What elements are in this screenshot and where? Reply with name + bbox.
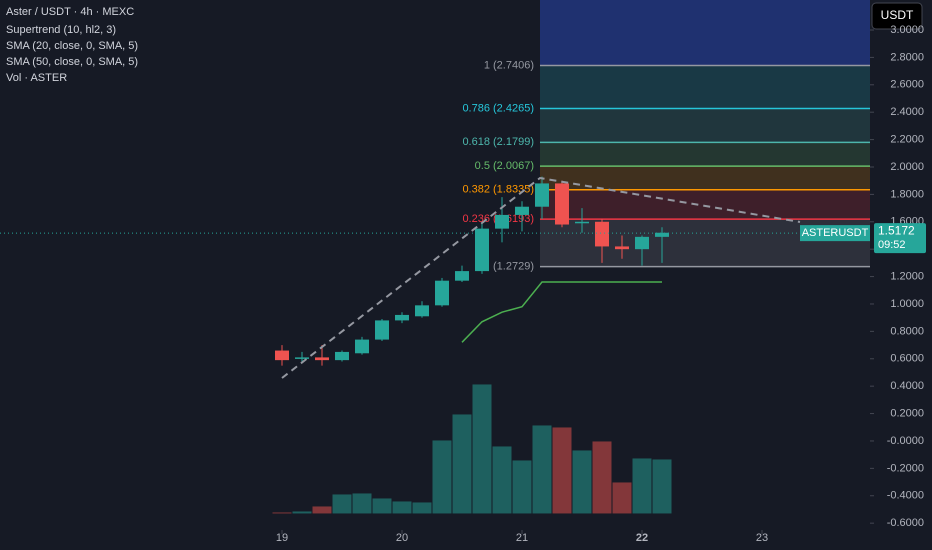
volume-bar — [592, 441, 612, 514]
candle-body — [455, 271, 469, 281]
y-tick-label: -0.0000 — [887, 435, 924, 447]
y-tick-label: 2.2000 — [890, 133, 924, 145]
x-tick-label: 22 — [636, 532, 648, 544]
x-tick-label: 20 — [396, 532, 408, 544]
symbol-label: ASTERUSDT — [802, 227, 869, 239]
candle-body — [415, 305, 430, 317]
legend-item: Vol · ASTER — [6, 72, 67, 84]
volume-bar — [512, 460, 532, 514]
y-tick-label: -0.4000 — [887, 490, 924, 502]
y-tick-label: 0.8000 — [890, 325, 924, 337]
fib-label: 0.786 (2.4265) — [462, 102, 534, 114]
candle-body — [335, 351, 349, 361]
volume-bar — [272, 512, 292, 514]
volume-bar — [532, 425, 552, 514]
countdown-label: 09:52 — [878, 239, 906, 251]
legend-title: Aster / USDT · 4h · MEXC — [6, 6, 134, 18]
y-tick-label: 0.2000 — [890, 407, 924, 419]
fib-zone — [540, 142, 870, 167]
volume-bar — [552, 427, 572, 514]
volume-bar — [492, 446, 512, 514]
candle-body — [434, 280, 449, 306]
fib-label: 1 (2.7406) — [484, 59, 534, 71]
price-tag — [874, 223, 926, 254]
fib-zone — [540, 108, 870, 143]
candle-body — [275, 350, 289, 361]
y-tick-label: 1.0000 — [890, 298, 924, 310]
candle-body — [314, 357, 329, 361]
volume-bar — [452, 414, 472, 514]
volume-bar — [632, 458, 652, 514]
fib-label: (1.2729) — [493, 260, 534, 272]
volume-bar — [412, 502, 432, 514]
candle-body — [635, 236, 649, 250]
volume-bar — [472, 384, 492, 514]
candle-body — [554, 183, 569, 225]
y-tick-label: 2.0000 — [890, 161, 924, 173]
fib-zone — [540, 65, 870, 109]
currency-label[interactable]: USDT — [881, 8, 914, 22]
candle-body — [475, 228, 490, 272]
fib-label: 0.5 (2.0067) — [475, 160, 534, 172]
volume-bar — [312, 506, 332, 514]
fib-zone — [540, 166, 870, 190]
supertrend-line — [461, 281, 663, 343]
fib-label: 0.382 (1.8335) — [462, 184, 534, 196]
candle-body — [595, 221, 610, 247]
volume-bar — [392, 501, 412, 514]
y-tick-label: 1.8000 — [890, 188, 924, 200]
fib-zone — [540, 189, 870, 220]
y-tick-label: 0.6000 — [890, 353, 924, 365]
candle-body — [614, 246, 629, 250]
candle-body — [655, 232, 670, 237]
legend: Aster / USDT · 4h · MEXC Supertrend (10,… — [6, 6, 138, 84]
volume-bar — [292, 511, 312, 514]
price-label: 1.5172 — [878, 223, 915, 237]
volume-bar — [612, 482, 632, 514]
candle-body — [295, 357, 310, 359]
volume-bar — [572, 450, 592, 514]
candle-body — [535, 183, 550, 207]
legend-item: SMA (20, close, 0, SMA, 5) — [6, 40, 138, 52]
price-axis — [870, 0, 932, 550]
currency-button[interactable] — [871, 2, 923, 30]
legend-item: SMA (50, close, 0, SMA, 5) — [6, 56, 138, 68]
trend-line — [281, 176, 801, 379]
candle-body — [575, 221, 589, 224]
candle-body — [355, 339, 370, 354]
x-tick-label: 23 — [756, 532, 768, 544]
volume-bar — [352, 493, 372, 514]
x-tick-label: 21 — [516, 532, 528, 544]
y-tick-label: -0.2000 — [887, 462, 924, 474]
legend-item: Supertrend (10, hl2, 3) — [6, 24, 116, 36]
y-tick-label: 2.4000 — [890, 106, 924, 118]
y-tick-label: 3.0000 — [890, 24, 924, 36]
y-tick-label: 0.4000 — [890, 380, 924, 392]
candle-body — [515, 206, 529, 215]
volume-bar — [432, 440, 452, 514]
y-tick-label: -0.6000 — [887, 517, 924, 529]
fib-label: 0.618 (2.1799) — [462, 136, 534, 148]
y-tick-label: 2.6000 — [890, 79, 924, 91]
volume-bar — [332, 494, 352, 514]
symbol-tag — [800, 225, 870, 242]
volume-bar — [372, 498, 392, 514]
candle-body — [374, 320, 389, 340]
candle-body — [494, 214, 509, 229]
volume-bar — [652, 459, 672, 514]
fib-extension-zone — [540, 0, 870, 65]
candle-body — [395, 314, 409, 321]
x-tick-label: 19 — [276, 532, 288, 544]
y-tick-label: 1.2000 — [890, 270, 924, 282]
y-tick-label: 2.8000 — [890, 51, 924, 63]
